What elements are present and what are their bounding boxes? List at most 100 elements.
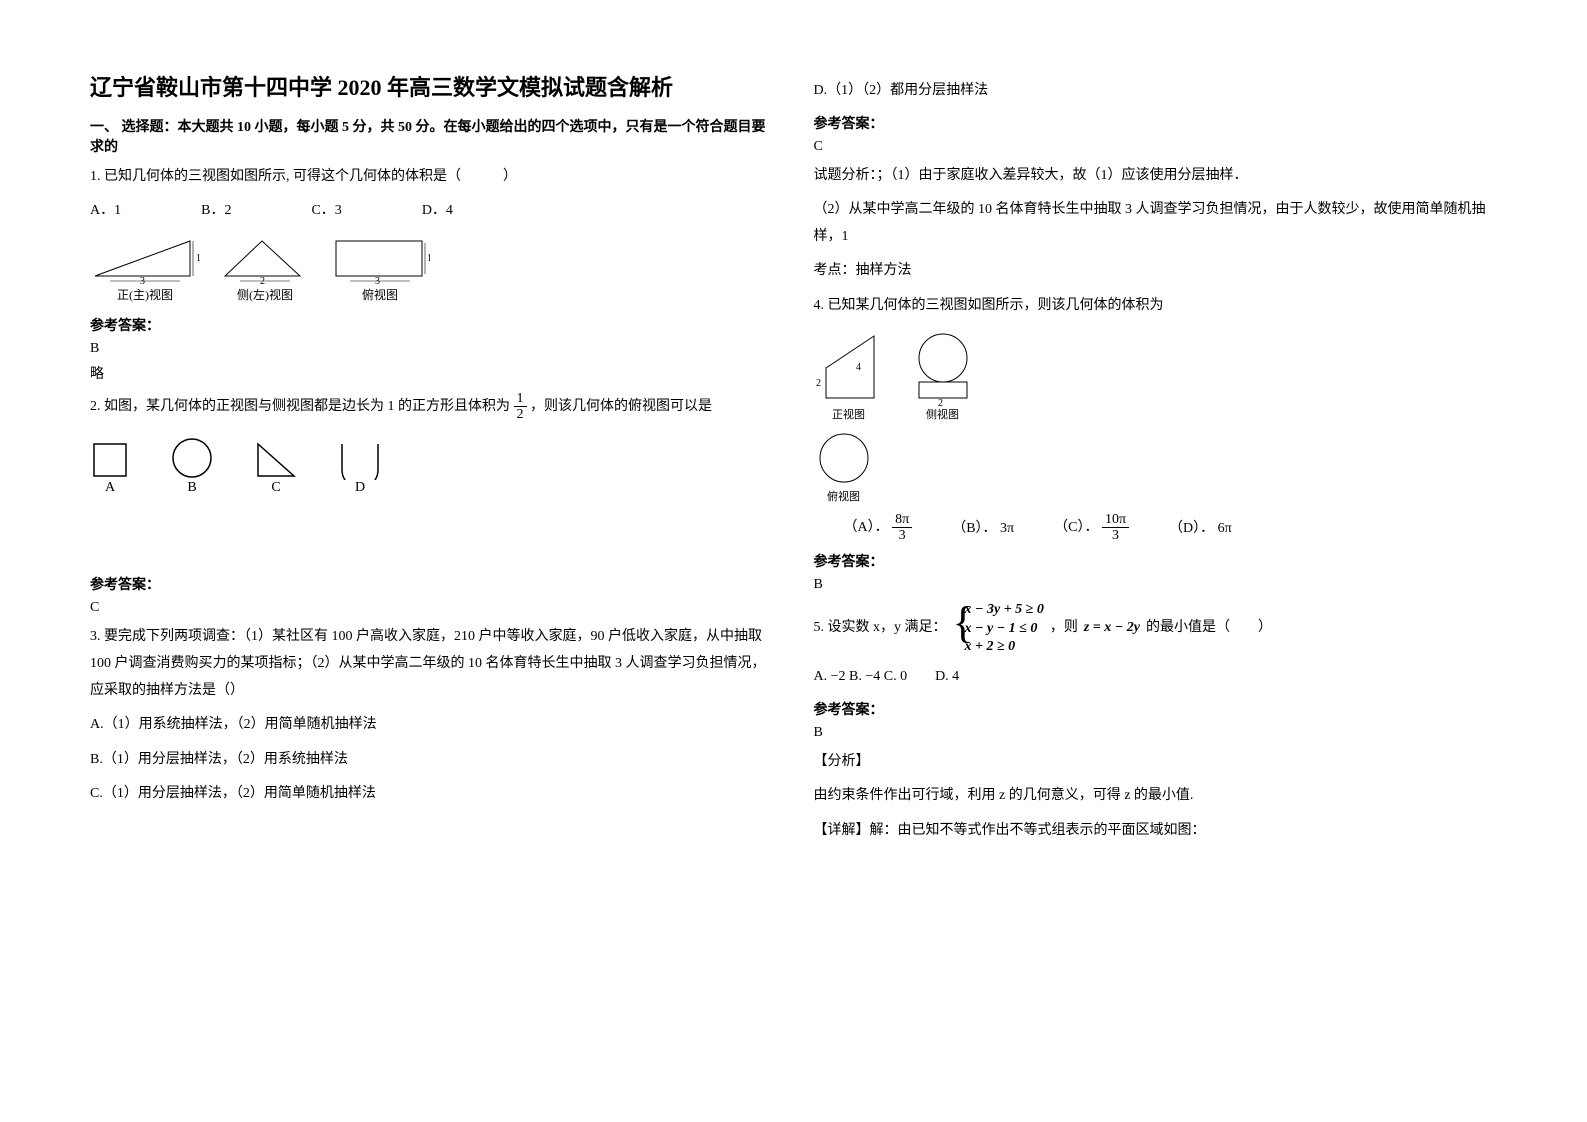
q2-opt-d-label: D — [355, 480, 365, 496]
q4-opt-d: （D）． 6π — [1169, 517, 1232, 537]
right-column: D.（1）（2）都用分层抽样法 参考答案： C 试题分析：；（1）由于家庭收入差… — [814, 70, 1498, 852]
q5-options: A. −2 B. −4 C. 0 D. 4 — [814, 664, 1498, 691]
q2-opt-c-label: C — [271, 480, 280, 496]
q2-opt-b: B — [170, 436, 214, 496]
svg-text:3: 3 — [140, 276, 145, 286]
svg-text:1: 1 — [196, 253, 200, 264]
q4-options: （A）． 8π3 （B）． 3π （C）． 10π3 （D）． 6π — [844, 512, 1498, 544]
q5-answer: B — [814, 725, 1498, 741]
q5-analysis-1: 由约束条件作出可行域，利用 z 的几何意义，可得 z 的最小值. — [814, 783, 1498, 810]
q1-opt-c: C．3 — [311, 199, 341, 219]
square-icon — [90, 440, 130, 480]
q4-side-label: 侧视图 — [926, 406, 959, 422]
q3-opt-d: D.（1）（2）都用分层抽样法 — [814, 78, 1498, 105]
q1-opt-b: B．2 — [201, 199, 231, 219]
q3-analysis-3: 考点：抽样方法 — [814, 258, 1498, 285]
q2-answer-label: 参考答案： — [90, 574, 774, 594]
circle-top-icon — [814, 428, 874, 488]
q1-diagrams: 1 3 正(主)视图 2 侧(左)视图 1 — [90, 231, 774, 303]
q5-expr: z = x − 2y — [1084, 615, 1140, 642]
fraction-half-icon: 12 — [514, 391, 527, 423]
q1-front-view: 1 3 正(主)视图 — [90, 231, 200, 303]
q3-opt-b: B.（1）用分层抽样法，（2）用系统抽样法 — [90, 747, 774, 774]
q1-note: 略 — [90, 363, 774, 383]
q1-options: A．1 B．2 C．3 D．4 — [90, 199, 774, 219]
q4-front-label: 正视图 — [832, 406, 865, 422]
q4-diagrams: 4 2 正视图 2 侧视图 — [814, 328, 1498, 504]
q4-opt-a-label: （A）． — [844, 520, 889, 535]
inequality-system-icon: x − 3y + 5 ≥ 0 x − y − 1 ≤ 0 x + 2 ≥ 0 — [953, 601, 1044, 656]
q4-opt-b-val: 3π — [1000, 521, 1014, 536]
q5-tag-2: 【详解】解：由已知不等式作出不等式组表示的平面区域如图： — [814, 818, 1498, 845]
q4-opt-d-label: （D）． — [1169, 521, 1214, 536]
q1-stem: 1. 已知几何体的三视图如图所示, 可得这个几何体的体积是（ ） — [90, 164, 774, 191]
triangle-front-icon: 1 3 — [90, 231, 200, 286]
svg-text:2: 2 — [260, 276, 265, 286]
fraction-10pi3-icon: 10π3 — [1102, 512, 1129, 544]
q4-answer: B — [814, 577, 1498, 593]
q3-analysis-1: 试题分析：；（1）由于家庭收入差异较大，故（1）应该使用分层抽样． — [814, 163, 1498, 190]
q5-stem: 5. 设实数 x，y 满足： x − 3y + 5 ≥ 0 x − y − 1 … — [814, 601, 1498, 656]
q2-opt-a-label: A — [105, 480, 115, 496]
q2-stem-b: ，则该几何体的俯视图可以是 — [530, 399, 712, 414]
quarter-shape-icon — [338, 440, 382, 480]
q1-top-view: 1 3 俯视图 — [330, 231, 430, 303]
svg-text:4: 4 — [856, 362, 861, 373]
q5-stem-b: ，则 — [1050, 615, 1078, 642]
section-1-heading: 一、 选择题：本大题共 10 小题，每小题 5 分，共 50 分。在每小题给出的… — [90, 116, 774, 156]
circle-rect-side-icon: 2 — [908, 328, 978, 406]
q5-stem-c: 的最小值是（ ） — [1146, 615, 1272, 642]
page-root: 辽宁省鞍山市第十四中学 2020 年高三数学文模拟试题含解析 一、 选择题：本大… — [0, 0, 1587, 892]
q4-answer-label: 参考答案： — [814, 551, 1498, 571]
q2-options: A B C D — [90, 436, 774, 496]
circle-icon — [170, 436, 214, 480]
q5-tag-1: 【分析】 — [814, 749, 1498, 776]
q1-answer-label: 参考答案： — [90, 315, 774, 335]
q4-opt-d-val: 6π — [1218, 521, 1232, 536]
q5-sys-1: x − 3y + 5 ≥ 0 — [965, 601, 1044, 619]
q5-sys-2: x − y − 1 ≤ 0 — [965, 620, 1044, 638]
q4-top-label: 俯视图 — [827, 488, 860, 504]
q2-opt-d: D — [338, 440, 382, 496]
q1-side-label: 侧(左)视图 — [237, 286, 293, 303]
q4-opt-a: （A）． 8π3 — [844, 512, 913, 544]
q4-opt-c: （C）． 10π3 — [1054, 512, 1129, 544]
q3-answer: C — [814, 139, 1498, 155]
q1-top-label: 俯视图 — [362, 286, 398, 303]
q1-front-label: 正(主)视图 — [117, 286, 173, 303]
svg-text:1: 1 — [427, 253, 430, 264]
trapezoid-front-icon: 4 2 — [814, 328, 884, 406]
q1-answer: B — [90, 341, 774, 357]
q1-opt-d: D．4 — [422, 199, 453, 219]
q2-opt-c: C — [254, 440, 298, 496]
q1-side-view: 2 侧(左)视图 — [220, 231, 310, 303]
q4-top-view: 俯视图 — [814, 428, 874, 504]
q5-answer-label: 参考答案： — [814, 699, 1498, 719]
q3-stem: 3. 要完成下列两项调查：（1）某社区有 100 户高收入家庭，210 户中等收… — [90, 624, 774, 704]
q1-opt-a: A．1 — [90, 199, 121, 219]
right-triangle-icon — [254, 440, 298, 480]
q3-analysis-2: （2）从某中学高二年级的 10 名体育特长生中抽取 3 人调查学习负担情况，由于… — [814, 197, 1498, 250]
q4-opt-c-label: （C）． — [1054, 520, 1098, 535]
svg-text:2: 2 — [816, 378, 821, 389]
q4-opt-b-label: （B）． — [952, 521, 996, 536]
q2-opt-b-label: B — [187, 480, 196, 496]
q4-stem: 4. 已知某几何体的三视图如图所示，则该几何体的体积为 — [814, 293, 1498, 320]
q5-sys-3: x + 2 ≥ 0 — [965, 638, 1044, 656]
q5-stem-a: 5. 设实数 x，y 满足： — [814, 615, 947, 642]
q2-answer: C — [90, 600, 774, 616]
doc-title: 辽宁省鞍山市第十四中学 2020 年高三数学文模拟试题含解析 — [90, 70, 774, 102]
q4-opt-b: （B）． 3π — [952, 517, 1014, 537]
q2-opt-a: A — [90, 440, 130, 496]
q4-side-view: 2 侧视图 — [908, 328, 978, 422]
left-column: 辽宁省鞍山市第十四中学 2020 年高三数学文模拟试题含解析 一、 选择题：本大… — [90, 70, 774, 852]
fraction-8pi3-icon: 8π3 — [892, 512, 912, 544]
svg-text:3: 3 — [375, 276, 380, 286]
q2-stem: 2. 如图，某几何体的正视图与侧视图都是边长为 1 的正方形且体积为 12 ，则… — [90, 391, 774, 423]
q3-opt-c: C.（1）用分层抽样法，（2）用简单随机抽样法 — [90, 781, 774, 808]
q3-answer-label: 参考答案： — [814, 113, 1498, 133]
q3-opt-a: A.（1）用系统抽样法，（2）用简单随机抽样法 — [90, 712, 774, 739]
q4-front-view: 4 2 正视图 — [814, 328, 884, 422]
rect-top-icon: 1 3 — [330, 231, 430, 286]
q2-stem-a: 2. 如图，某几何体的正视图与侧视图都是边长为 1 的正方形且体积为 — [90, 399, 510, 414]
